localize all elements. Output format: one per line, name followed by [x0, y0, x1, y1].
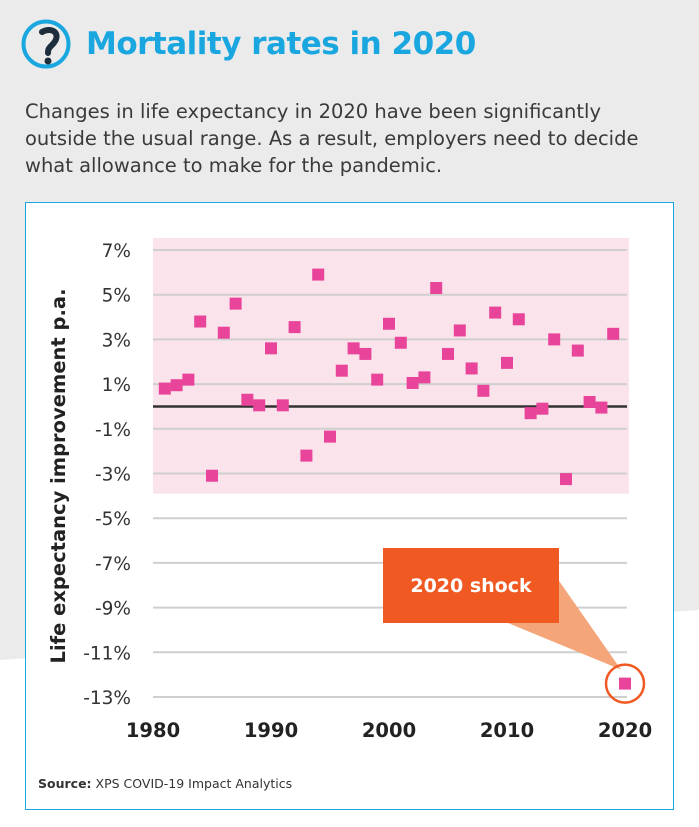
y-tick-label: 7% [102, 241, 131, 262]
x-tick-label: 2020 [598, 719, 652, 742]
data-point [536, 402, 549, 415]
data-point [324, 430, 336, 443]
question-mark-icon [21, 19, 71, 69]
gridlines [153, 249, 627, 698]
y-axis-label: Life expectancy improvement p.a. [47, 289, 70, 664]
data-point [465, 362, 478, 375]
y-tick-label: 5% [102, 286, 131, 307]
data-point [524, 407, 537, 420]
data-point [595, 401, 608, 414]
data-point [394, 336, 407, 349]
data-point [170, 379, 183, 392]
y-tick-label: -5% [95, 509, 131, 530]
data-point [418, 371, 431, 384]
y-tick-label: -1% [95, 420, 131, 441]
data-points [158, 268, 631, 690]
data-point [288, 321, 301, 334]
data-point [512, 313, 525, 326]
data-point [347, 342, 360, 355]
usual-range-band [153, 238, 629, 494]
source-note: Source: XPS COVID-19 Impact Analytics [38, 776, 292, 791]
data-point [453, 324, 466, 337]
data-point [253, 399, 266, 412]
data-point [501, 356, 513, 369]
data-point [335, 364, 348, 377]
data-point [359, 347, 372, 360]
data-point [241, 393, 254, 406]
data-point [560, 473, 572, 486]
data-point [383, 317, 395, 330]
y-tick-label: -11% [83, 643, 131, 664]
x-tick-label: 1980 [126, 719, 180, 742]
y-tick-label: -9% [95, 599, 131, 620]
y-tick-label: 3% [102, 330, 131, 351]
data-point [489, 306, 502, 319]
data-point [182, 373, 195, 386]
data-point [206, 469, 218, 482]
shock-callout: 2020 shock [383, 548, 646, 704]
page-subtitle: Changes in life expectancy in 2020 have … [25, 100, 639, 177]
x-tick-labels: 1980 1990 2000 2010 2020 [126, 719, 652, 742]
data-point [548, 333, 561, 346]
data-point [406, 376, 419, 389]
data-point [229, 297, 242, 310]
data-point [276, 399, 289, 412]
data-point [583, 395, 596, 408]
data-point [300, 449, 313, 462]
data-point [265, 342, 277, 355]
data-point [312, 268, 325, 281]
y-tick-label: -7% [95, 554, 131, 575]
header: Mortality rates in 2020 [20, 14, 476, 74]
y-tick-labels: 7% 5% 3% 1% -1% -3% -5% -7% -9% -11% -13% [83, 241, 131, 709]
page-title: Mortality rates in 2020 [86, 26, 476, 62]
data-point [477, 384, 490, 397]
data-point [430, 281, 443, 294]
callout-box [383, 548, 559, 623]
x-tick-label: 2000 [362, 719, 416, 742]
data-point [607, 327, 620, 340]
source-label: Source: [38, 776, 92, 791]
highlight-ring [604, 663, 646, 704]
data-point [619, 677, 631, 690]
x-tick-label: 1990 [244, 719, 298, 742]
data-point [194, 315, 207, 328]
data-point [158, 382, 171, 395]
y-tick-label: -13% [83, 688, 131, 709]
y-tick-label: -3% [95, 465, 131, 486]
data-point [571, 344, 584, 357]
data-point [217, 326, 230, 339]
data-point [442, 347, 454, 360]
source-text: XPS COVID-19 Impact Analytics [95, 776, 293, 791]
data-point [371, 373, 384, 386]
y-tick-label: 1% [102, 375, 131, 396]
x-tick-label: 2010 [480, 719, 534, 742]
callout-label: 2020 shock [410, 575, 532, 597]
